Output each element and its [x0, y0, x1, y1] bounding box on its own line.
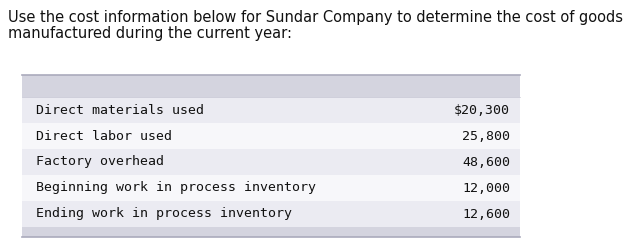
Text: 12,000: 12,000: [462, 182, 510, 195]
Text: $20,300: $20,300: [454, 104, 510, 116]
Text: Direct labor used: Direct labor used: [36, 129, 172, 143]
Text: Factory overhead: Factory overhead: [36, 156, 164, 168]
Text: 25,800: 25,800: [462, 129, 510, 143]
Text: Beginning work in process inventory: Beginning work in process inventory: [36, 182, 316, 195]
Text: 48,600: 48,600: [462, 156, 510, 168]
Bar: [22, 123, 520, 149]
Bar: [22, 227, 520, 237]
Text: 12,600: 12,600: [462, 207, 510, 220]
Bar: [22, 175, 520, 201]
Bar: [22, 75, 520, 97]
Text: Direct materials used: Direct materials used: [36, 104, 204, 116]
Text: Use the cost information below for Sundar Company to determine the cost of goods: Use the cost information below for Sunda…: [8, 10, 623, 25]
Bar: [22, 201, 520, 227]
Bar: [22, 97, 520, 123]
Bar: [22, 149, 520, 175]
Text: Ending work in process inventory: Ending work in process inventory: [36, 207, 292, 220]
Text: manufactured during the current year:: manufactured during the current year:: [8, 26, 292, 41]
